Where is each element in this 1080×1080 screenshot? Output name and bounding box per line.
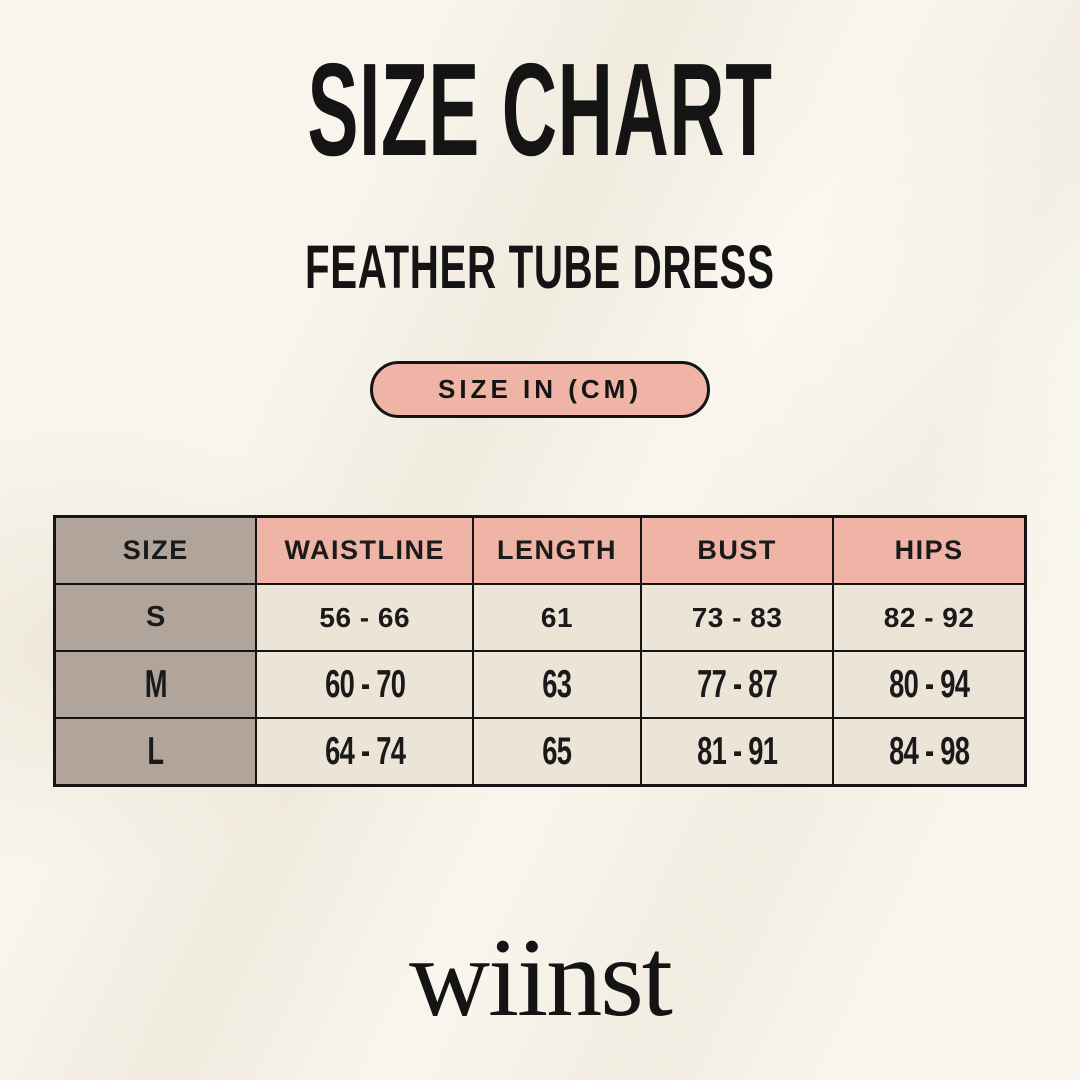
unit-badge-label: SIZE IN (CM): [438, 374, 642, 404]
size-label: L: [53, 717, 258, 787]
bust-value: 77 - 87: [639, 650, 835, 719]
page-title: SIZE CHART: [0, 44, 1080, 176]
length-value: 61: [471, 583, 642, 652]
hips-value: 80 - 94: [832, 650, 1027, 719]
waistline-value: 60 - 70: [255, 650, 474, 719]
table-row-l: L 64 - 74 65 81 - 91 84 - 98: [53, 717, 1027, 787]
product-name-text: FEATHER TUBE DRESS: [305, 233, 775, 301]
column-header-length: LENGTH: [471, 515, 642, 585]
table-row-s: S 56 - 66 61 73 - 83 82 - 92: [53, 583, 1027, 652]
waistline-value: 56 - 66: [255, 583, 474, 652]
brand-logo: wiinst: [0, 922, 1080, 1034]
product-name: FEATHER TUBE DRESS: [0, 237, 1080, 298]
length-value: 63: [471, 650, 642, 719]
bust-value: 73 - 83: [639, 583, 835, 652]
page-title-text: SIZE CHART: [307, 36, 773, 183]
column-header-size: SIZE: [53, 515, 258, 585]
brand-logo-text: wiinst: [409, 916, 673, 1040]
bust-value: 81 - 91: [639, 717, 835, 787]
length-value: 65: [471, 717, 642, 787]
column-header-waistline: WAISTLINE: [255, 515, 474, 585]
unit-badge: SIZE IN (CM): [370, 361, 710, 418]
size-label: M: [53, 650, 258, 719]
table-row-m: M 60 - 70 63 77 - 87 80 - 94: [53, 650, 1027, 719]
size-label: S: [53, 583, 258, 652]
table-header-row: SIZE WAISTLINE LENGTH BUST HIPS: [53, 515, 1027, 585]
column-header-hips: HIPS: [832, 515, 1027, 585]
column-header-bust: BUST: [639, 515, 835, 585]
hips-value: 84 - 98: [832, 717, 1027, 787]
waistline-value: 64 - 74: [255, 717, 474, 787]
size-table: SIZE WAISTLINE LENGTH BUST HIPS S 56 - 6…: [53, 515, 1027, 787]
hips-value: 82 - 92: [832, 583, 1027, 652]
